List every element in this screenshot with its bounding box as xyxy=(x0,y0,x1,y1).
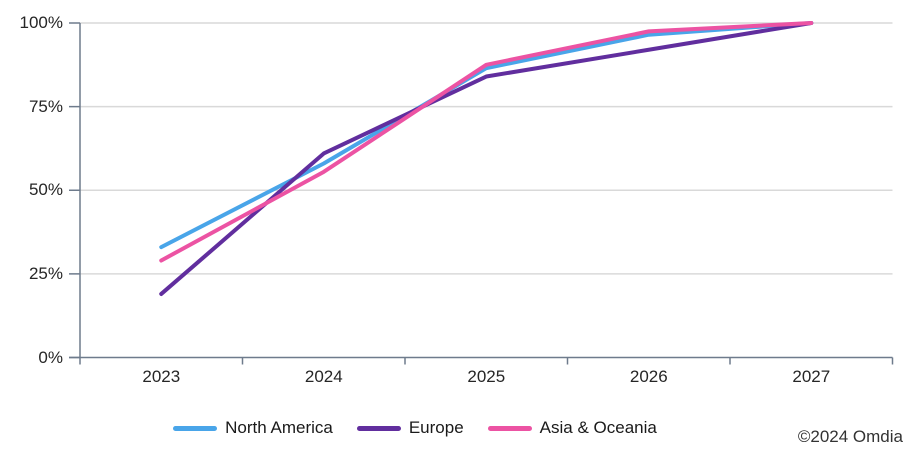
copyright-text: ©2024 Omdia xyxy=(797,427,903,446)
legend-item-north-america: North America xyxy=(173,417,333,439)
y-axis-tick-label: 50% xyxy=(28,180,63,200)
y-axis-tick-label: 75% xyxy=(28,96,63,116)
asia-oceania-line-swatch-icon xyxy=(487,425,532,431)
x-axis-tick-label: 2024 xyxy=(304,367,343,386)
legend-item-europe: Europe xyxy=(356,417,464,439)
legend-label: Europe xyxy=(408,418,464,437)
x-axis-tick-label: 2025 xyxy=(467,367,506,386)
x-axis-tick-label: 2027 xyxy=(792,367,831,386)
north-america-line-swatch-icon xyxy=(173,425,218,431)
chart-legend: North America Europe Asia & Oceania xyxy=(0,417,830,439)
legend-item-asia-oceania: Asia & Oceania xyxy=(487,417,657,439)
legend-label: Asia & Oceania xyxy=(539,418,657,437)
x-axis-tick-label: 2026 xyxy=(629,367,668,386)
y-axis-tick-label: 0% xyxy=(38,347,63,367)
y-axis-tick-label: 25% xyxy=(28,263,63,283)
legend-label: North America xyxy=(225,418,333,437)
europe-line-swatch-icon xyxy=(356,425,401,431)
x-axis-tick-label: 2023 xyxy=(142,367,181,386)
y-axis-tick-label: 100% xyxy=(19,13,63,32)
